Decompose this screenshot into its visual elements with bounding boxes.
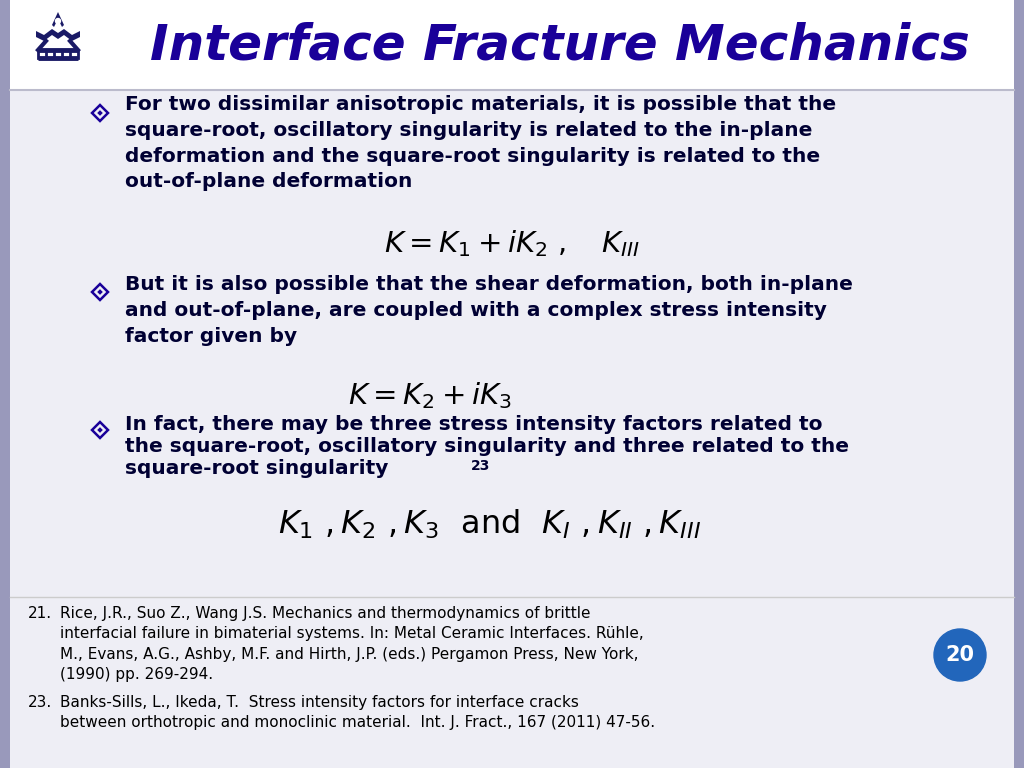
Text: $K_1\ ,K_2\ ,K_3\ \ \mathrm{and}\ \ K_I\ ,K_{II}\ ,K_{III}$: $K_1\ ,K_2\ ,K_3\ \ \mathrm{and}\ \ K_I\… bbox=[279, 508, 701, 541]
Text: the square-root, oscillatory singularity and three related to the: the square-root, oscillatory singularity… bbox=[125, 437, 849, 456]
Text: 23.: 23. bbox=[28, 695, 52, 710]
Text: $K = K_1 + iK_2\ ,\quad K_{III}$: $K = K_1 + iK_2\ ,\quad K_{III}$ bbox=[384, 228, 640, 259]
FancyBboxPatch shape bbox=[0, 0, 10, 768]
FancyBboxPatch shape bbox=[1014, 0, 1024, 768]
FancyBboxPatch shape bbox=[10, 0, 1014, 90]
Text: Rice, J.R., Suo Z., Wang J.S. Mechanics and thermodynamics of brittle
interfacia: Rice, J.R., Suo Z., Wang J.S. Mechanics … bbox=[60, 606, 644, 682]
Text: 23: 23 bbox=[471, 459, 490, 473]
Text: But it is also possible that the shear deformation, both in-plane
and out-of-pla: But it is also possible that the shear d… bbox=[125, 275, 853, 346]
Polygon shape bbox=[52, 12, 63, 27]
Text: 20: 20 bbox=[945, 645, 975, 665]
Polygon shape bbox=[97, 290, 102, 295]
Text: square-root singularity: square-root singularity bbox=[125, 459, 388, 478]
Text: For two dissimilar anisotropic materials, it is possible that the
square-root, o: For two dissimilar anisotropic materials… bbox=[125, 95, 837, 191]
Polygon shape bbox=[97, 110, 102, 116]
Text: $K = K_2 + iK_3$: $K = K_2 + iK_3$ bbox=[348, 380, 512, 411]
Text: 21.: 21. bbox=[28, 606, 52, 621]
Text: In fact, there may be three stress intensity factors related to: In fact, there may be three stress inten… bbox=[125, 415, 822, 434]
Text: Banks-Sills, L., Ikeda, T.  Stress intensity factors for interface cracks
betwee: Banks-Sills, L., Ikeda, T. Stress intens… bbox=[60, 695, 655, 730]
Polygon shape bbox=[36, 29, 80, 41]
Polygon shape bbox=[97, 427, 102, 433]
Text: Interface Fracture Mechanics: Interface Fracture Mechanics bbox=[151, 22, 970, 70]
Circle shape bbox=[934, 629, 986, 681]
Circle shape bbox=[55, 18, 60, 24]
FancyBboxPatch shape bbox=[10, 90, 1014, 768]
